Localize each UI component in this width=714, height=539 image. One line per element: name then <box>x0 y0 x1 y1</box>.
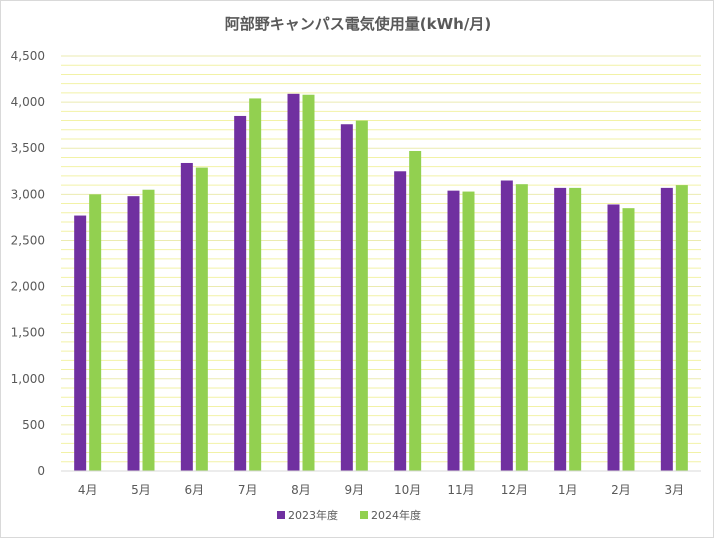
y-tick-label: 2,500 <box>11 233 45 247</box>
bar-2023年度-7月 <box>234 115 247 471</box>
x-tick-label: 11月 <box>447 483 474 497</box>
bar-2023年度-9月 <box>340 124 353 471</box>
x-tick-label: 7月 <box>238 483 258 497</box>
y-tick-label: 2,000 <box>11 280 45 294</box>
legend-label: 2023年度 <box>288 508 338 522</box>
bar-2023年度-6月 <box>180 162 193 471</box>
x-tick-label: 4月 <box>78 483 98 497</box>
x-tick-label: 2月 <box>611 483 631 497</box>
bar-2024年度-5月 <box>142 189 155 471</box>
bar-2024年度-7月 <box>249 98 262 471</box>
legend-swatch <box>360 511 368 519</box>
y-tick-label: 1,500 <box>11 326 45 340</box>
y-tick-label: 3,000 <box>11 187 45 201</box>
bar-2023年度-2月 <box>607 204 620 471</box>
bar-2023年度-10月 <box>394 171 407 471</box>
y-tick-label: 4,000 <box>11 95 45 109</box>
x-tick-label: 6月 <box>185 483 205 497</box>
bar-2024年度-9月 <box>355 120 368 472</box>
bar-2023年度-11月 <box>447 190 460 471</box>
legend: 2023年度 2024年度 <box>277 508 421 522</box>
x-tick-label: 1月 <box>558 483 578 497</box>
y-axis-ticks: 0 500 1,000 1,500 2,000 2,500 3,000 3,500 4,000 4… <box>11 49 45 478</box>
x-axis-ticks: 4月 5月 6月 7月 8月 9月 10月 11月 12月 1月 2月 3月 <box>78 483 684 497</box>
bar-2024年度-6月 <box>195 167 208 472</box>
y-tick-label: 1,000 <box>11 372 45 386</box>
bars <box>74 93 688 472</box>
x-tick-label: 12月 <box>501 483 528 497</box>
bar-2023年度-5月 <box>127 196 140 471</box>
bar-2024年度-2月 <box>622 208 635 471</box>
bar-2024年度-10月 <box>409 150 422 471</box>
legend-swatch <box>277 511 285 519</box>
bar-2024年度-1月 <box>569 187 582 471</box>
x-tick-label: 3月 <box>665 483 685 497</box>
y-tick-label: 500 <box>22 418 45 432</box>
x-tick-label: 9月 <box>345 483 365 497</box>
y-tick-label: 4,500 <box>11 49 45 63</box>
y-tick-label: 3,500 <box>11 141 45 155</box>
x-tick-label: 5月 <box>131 483 151 497</box>
bar-2023年度-1月 <box>554 187 567 471</box>
bar-2024年度-11月 <box>462 191 475 472</box>
bar-2024年度-8月 <box>302 94 315 471</box>
bar-2024年度-12月 <box>515 184 528 471</box>
bar-2023年度-4月 <box>74 215 87 471</box>
bar-2023年度-3月 <box>660 187 673 471</box>
bar-2024年度-4月 <box>89 194 102 472</box>
legend-label: 2024年度 <box>371 508 421 522</box>
x-tick-label: 8月 <box>291 483 311 497</box>
chart-title: 阿部野キャンパス電気使用量(kWh/月) <box>225 15 491 33</box>
x-tick-label: 10月 <box>394 483 421 497</box>
bar-2023年度-8月 <box>287 93 300 472</box>
grid-lines <box>61 55 701 463</box>
bar-2023年度-12月 <box>500 180 513 471</box>
bar-2024年度-3月 <box>675 185 688 471</box>
y-tick-label: 0 <box>37 464 45 478</box>
